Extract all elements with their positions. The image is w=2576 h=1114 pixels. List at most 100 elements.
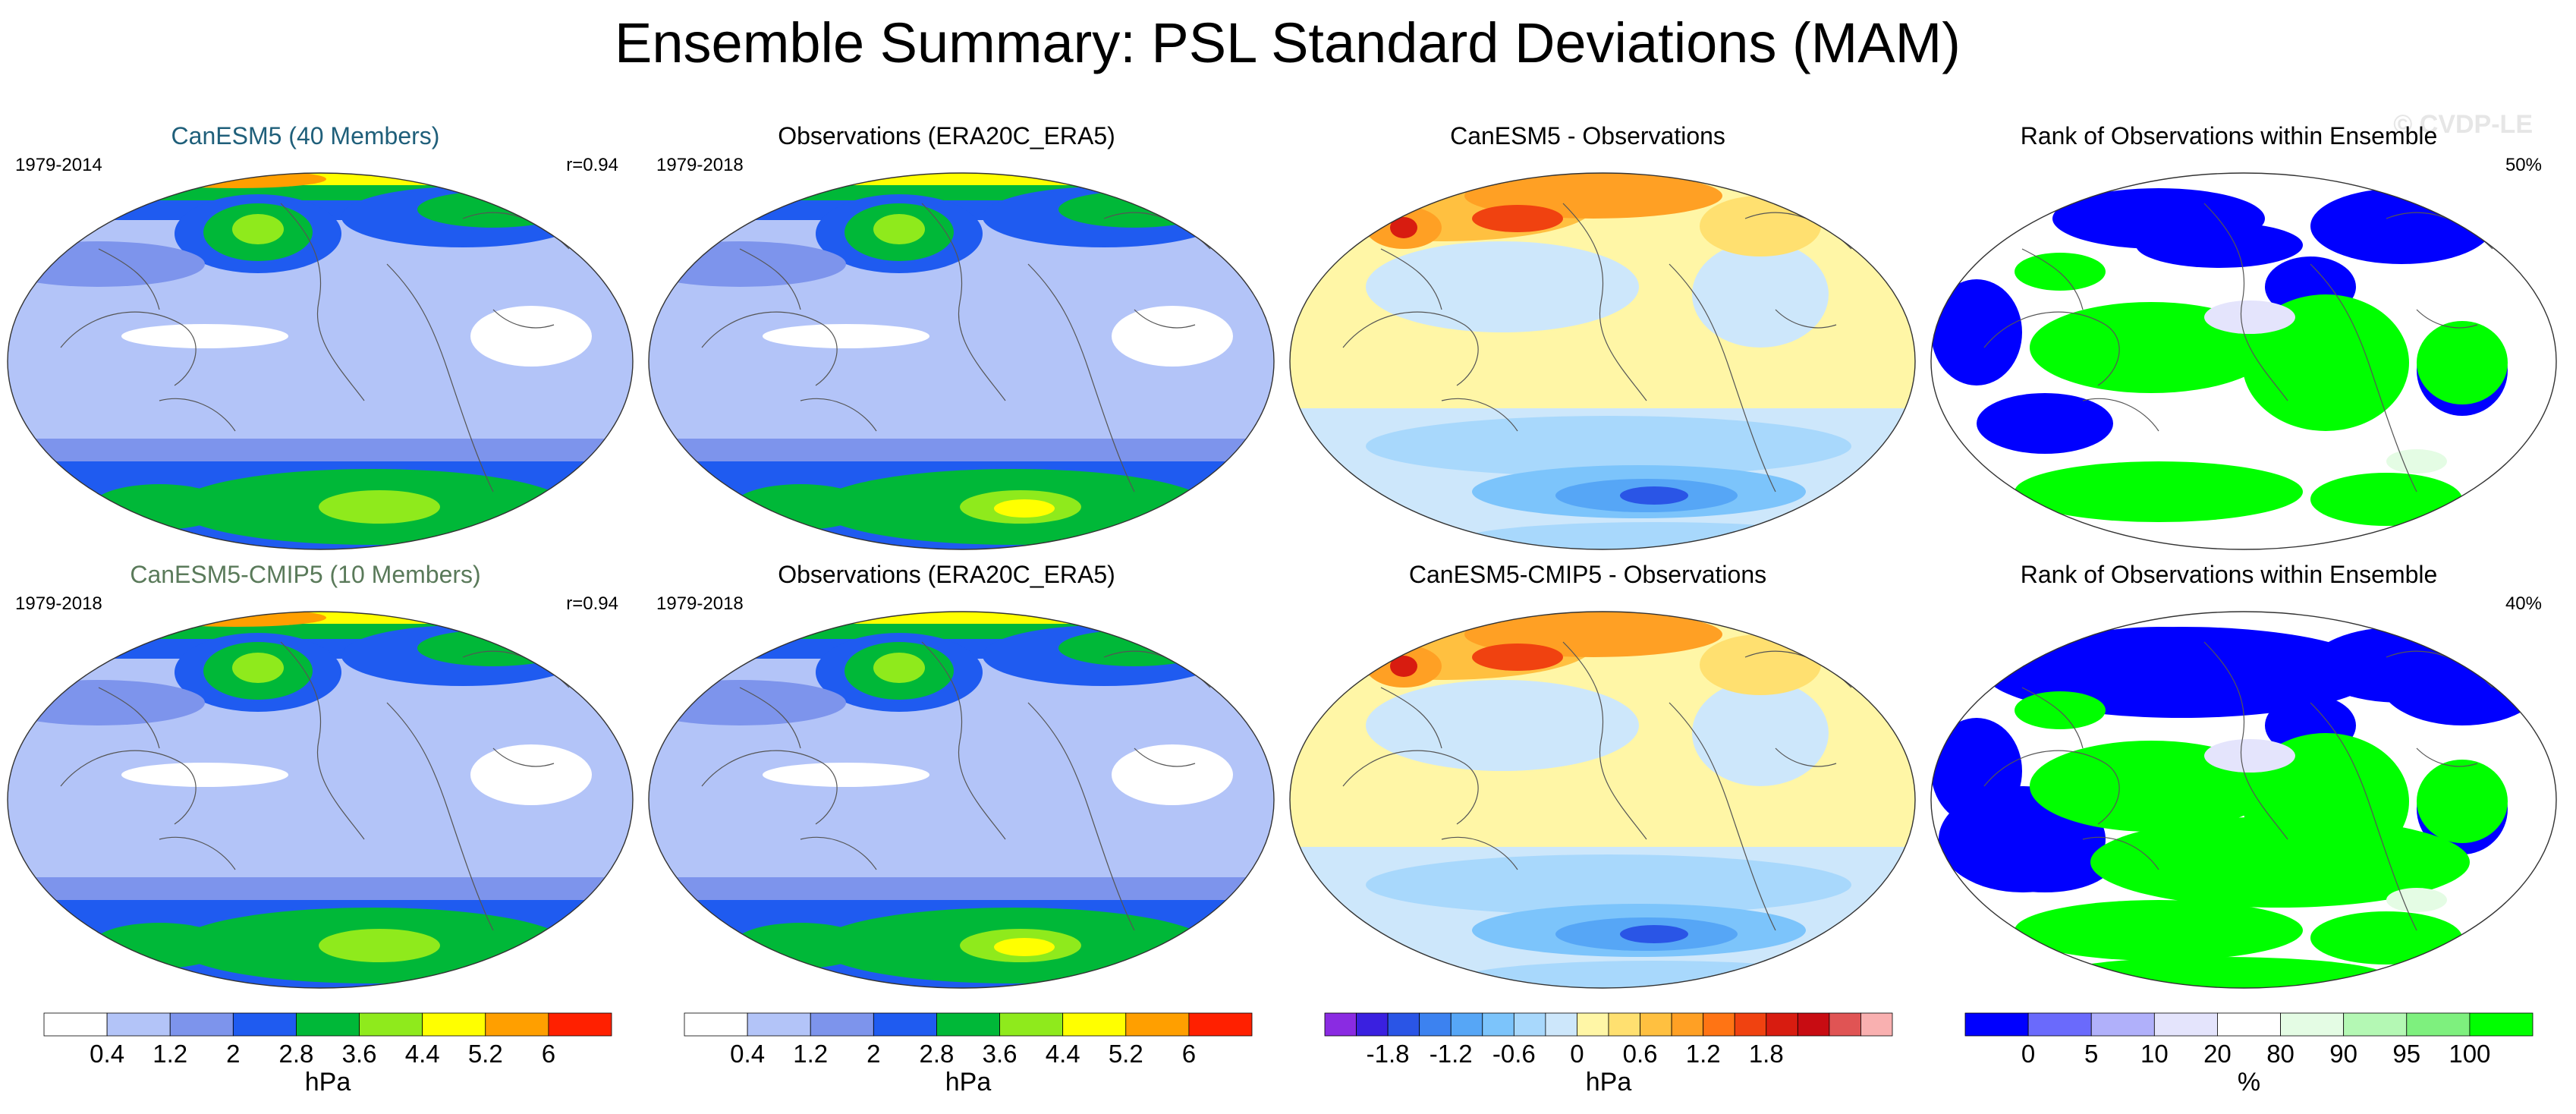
- sd-atlantic-green: [417, 191, 569, 228]
- colorbar-swatch: [2090, 1012, 2155, 1037]
- coastline-1: [800, 836, 877, 870]
- colorbar-swatch: [1703, 1012, 1735, 1037]
- colorbar-swatch: [2469, 1012, 2534, 1037]
- sd-southern-yellow: [994, 938, 1055, 956]
- colorbar-tick-label: 5.2: [468, 1040, 503, 1068]
- map: [1289, 611, 1916, 989]
- panel-title: CanESM5 - Observations: [1450, 122, 1725, 149]
- sd-tropical-white: [763, 763, 929, 787]
- panel-0-0: CanESM5 (40 Members) 1979-2014 r=0.94: [7, 122, 634, 550]
- colorbar-swatch: [1860, 1012, 1893, 1037]
- map-outline: [648, 172, 1275, 550]
- map: [648, 172, 1275, 550]
- colorbar-swatch: [2406, 1012, 2471, 1037]
- colorbar-tick-label: 2.8: [279, 1040, 314, 1068]
- rank-green-region-5: [2015, 253, 2106, 291]
- correlation-label: r=0.94: [566, 593, 618, 614]
- coastline-1: [159, 398, 236, 432]
- coastline-0: [60, 311, 197, 386]
- colorbar-tick-label: 0: [1570, 1040, 1584, 1068]
- coastline-0: [1983, 750, 2120, 825]
- coastline-6: [1775, 309, 1837, 329]
- sd-tropical-white: [121, 324, 288, 348]
- colorbar-tick-label: 6: [1182, 1040, 1196, 1068]
- diff-pacific-light: [1366, 241, 1639, 332]
- diff-antarctic-light: [1457, 961, 1851, 988]
- sd-atlantic-green: [417, 630, 569, 666]
- coastline-3: [2310, 263, 2417, 492]
- sd-north-mid-band: [8, 680, 205, 725]
- colorbar-swatch: [684, 1012, 748, 1037]
- rank-green-region-4: [2310, 911, 2462, 965]
- panel-1-2: CanESM5-CMIP5 - Observations: [1289, 561, 1916, 989]
- colorbar-sd: 0.4 1.2 2 2.8 3.6 4.4 5.2 6 hPa: [43, 1012, 612, 1097]
- correlation-label: r=0.94: [566, 155, 618, 175]
- colorbar-swatch: [2343, 1012, 2408, 1037]
- coastline-5: [98, 248, 160, 310]
- colorbar-swatch: [43, 1012, 108, 1037]
- map-field: [8, 173, 633, 549]
- coastline-5: [2021, 248, 2084, 310]
- colorbar-tick-label: 0: [2021, 1040, 2035, 1068]
- colorbar-tick-label: 4.4: [1046, 1040, 1080, 1068]
- coastline-5: [1380, 687, 1442, 749]
- coastline-2: [921, 641, 1006, 840]
- sd-atlantic-white: [1112, 306, 1233, 367]
- coastline-0: [1342, 750, 1479, 825]
- coastline-5: [98, 687, 160, 749]
- coastline-1: [2082, 836, 2159, 870]
- period-label: 1979-2018: [656, 593, 744, 614]
- sd-aleutian-lime: [232, 653, 284, 683]
- colorbar-swatch: [1356, 1012, 1389, 1037]
- colorbar-tick-label: 2.8: [920, 1040, 955, 1068]
- sd-north-mid-band: [8, 241, 205, 287]
- colorbar-sd_obs: 0.4 1.2 2 2.8 3.6 4.4 5.2 6 hPa: [684, 1012, 1253, 1097]
- panel-0-3: Rank of Observations within Ensemble 50%: [1930, 122, 2557, 550]
- colorbar-tick-label: 3.6: [983, 1040, 1018, 1068]
- map-field: [649, 612, 1274, 988]
- coastline-5: [2021, 687, 2084, 749]
- rank-pale-blue-region: [2204, 739, 2295, 773]
- panel-title: Observations (ERA20C_ERA5): [778, 561, 1115, 588]
- colorbar-diff: -1.8 -1.2 -0.6 0 0.6 1.2 1.8 hPa: [1324, 1012, 1893, 1097]
- colorbar-swatch: [1545, 1012, 1577, 1037]
- coastline-6: [2416, 309, 2478, 329]
- coastline-2: [280, 203, 365, 401]
- coastline-2: [280, 641, 365, 840]
- colorbar-swatch: [2280, 1012, 2345, 1037]
- colorbar-swatch: [1766, 1012, 1798, 1037]
- colorbar-tick-label: 1.2: [1686, 1040, 1721, 1068]
- map-field: [1931, 173, 2556, 549]
- coastline-3: [1669, 263, 1776, 492]
- colorbar-swatch: [548, 1012, 612, 1037]
- colorbar-swatch: [1450, 1012, 1483, 1037]
- coastline-2: [1562, 641, 1647, 840]
- colorbar-swatch: [359, 1012, 423, 1037]
- colorbar-swatch: [1797, 1012, 1830, 1037]
- coastline-0: [1342, 311, 1479, 386]
- panel-0-1: Observations (ERA20C_ERA5) 1979-2018: [648, 122, 1275, 550]
- panel-title: Rank of Observations within Ensemble: [2021, 122, 2438, 149]
- colorbar-swatch: [810, 1012, 874, 1037]
- map-field: [8, 612, 633, 988]
- coastline-1: [800, 398, 877, 432]
- colorbar-tick-label: 20: [2203, 1040, 2232, 1068]
- colorbar-swatch: [2217, 1012, 2281, 1037]
- colorbar-tick-label: 80: [2266, 1040, 2294, 1068]
- period-label: 1979-2014: [15, 155, 102, 175]
- rank-green-region-2: [2417, 760, 2508, 843]
- coastline-1: [2082, 398, 2159, 432]
- rank-green-region-2: [2417, 321, 2508, 404]
- sd-atlantic-white: [470, 744, 592, 805]
- colorbar-swatch: [999, 1012, 1064, 1037]
- coastline-3: [1027, 263, 1135, 492]
- coastline-0: [60, 750, 197, 825]
- diff-asia-red: [1390, 656, 1417, 677]
- colorbar-tick-label: 4.4: [405, 1040, 440, 1068]
- diff-siberia-red: [1472, 205, 1563, 232]
- coastline-2: [1562, 203, 1647, 401]
- colorbar-tick-label: 10: [2140, 1040, 2169, 1068]
- map-outline: [7, 172, 634, 550]
- colorbar-tick-label: -1.2: [1430, 1040, 1473, 1068]
- coastline-3: [1669, 702, 1776, 931]
